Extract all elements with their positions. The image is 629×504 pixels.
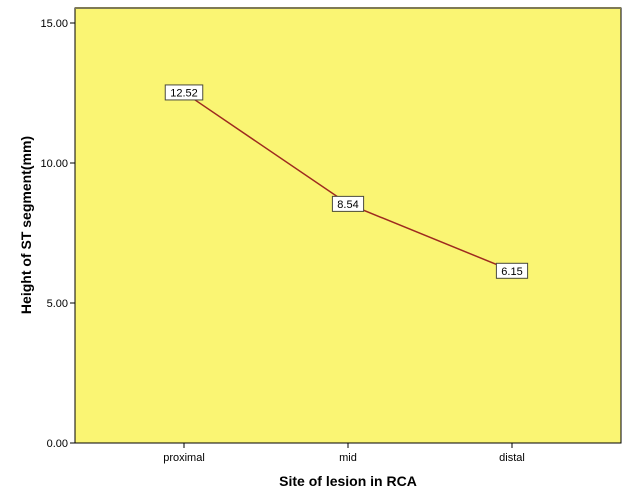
data-label: 12.52 [164, 84, 204, 101]
svg-text:6.15: 6.15 [501, 266, 522, 278]
x-tick-label: distal [499, 452, 525, 464]
x-axis-title: Site of lesion in RCA [279, 473, 417, 489]
data-labels: 12.52 8.54 6.15 [164, 84, 529, 279]
y-axis-title: Height of ST segment(mm) [18, 136, 34, 314]
x-axis: proximal mid distal [163, 443, 525, 464]
data-label: 8.54 [331, 195, 365, 212]
svg-text:8.54: 8.54 [337, 199, 358, 211]
data-label: 6.15 [495, 262, 529, 279]
y-axis: 0.00 5.00 10.00 15.00 [40, 18, 75, 450]
plot-area [74, 7, 622, 444]
svg-text:12.52: 12.52 [170, 87, 198, 99]
x-tick-label: proximal [163, 452, 205, 464]
y-tick-label: 0.00 [47, 438, 68, 450]
y-tick-label: 10.00 [40, 158, 68, 170]
y-tick-label: 5.00 [47, 298, 68, 310]
x-tick-label: mid [339, 452, 357, 464]
y-tick-label: 15.00 [40, 18, 68, 30]
